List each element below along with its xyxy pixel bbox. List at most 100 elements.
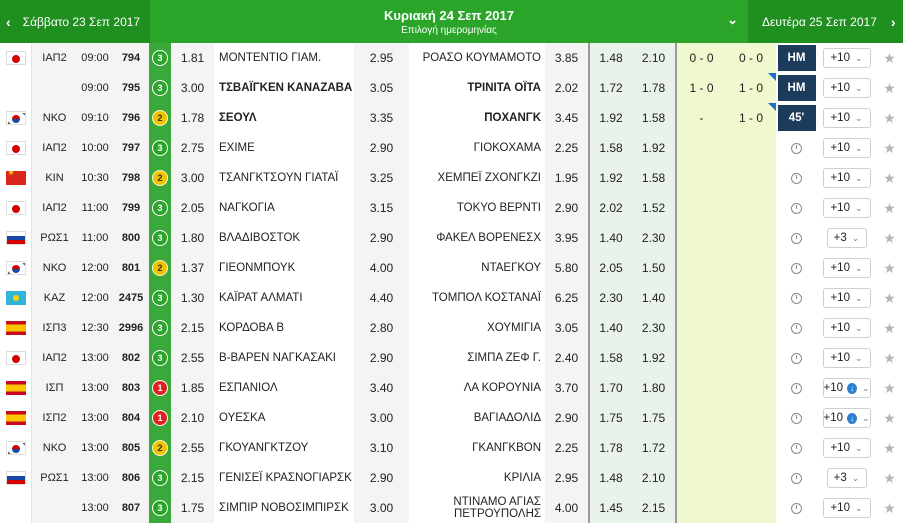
home-team-name[interactable]: ΓΙΕΟΝΜΠΟΥΚ [214,253,354,283]
odd-away-button[interactable]: 6.25 [545,283,588,313]
odd-away-button[interactable]: 3.70 [545,373,588,403]
away-team-name[interactable]: ΦΑΚΕΛ ΒΟΡΕΝΕΣΧ [409,223,545,253]
odd-draw-button[interactable]: 3.15 [354,193,409,223]
odd-home-button[interactable]: 2.75 [171,133,214,163]
more-markets-button[interactable]: +10 ⌄ [822,288,871,308]
odd-over-button[interactable]: 2.10 [632,463,675,493]
home-team-name[interactable]: ΒΛΑΔΙΒΟΣΤΟΚ [214,223,354,253]
match-row[interactable]: ΙΑΠ2 11:00 799 3 2.05 ΝΑΓΚΟΓΙΑ 3.15 ΤΟΚΥ… [0,193,903,223]
more-markets-button[interactable]: +3 ⌄ [826,468,867,488]
odd-home-button[interactable]: 2.15 [171,313,214,343]
star-icon[interactable]: ★ [883,349,896,366]
home-team-name[interactable]: ΣΙΜΠΙΡ ΝΟΒΟΣΙΜΠΙΡΣΚ [214,493,354,523]
star-icon[interactable]: ★ [883,109,896,126]
odd-over-button[interactable]: 1.75 [632,403,675,433]
away-team-name[interactable]: ΠΟΧΑΝΓΚ [409,103,545,133]
odd-over-button[interactable]: 2.10 [632,43,675,73]
odd-over-button[interactable]: 1.92 [632,133,675,163]
more-markets-button[interactable]: +10 ⌄ [822,78,871,98]
odd-over-button[interactable]: 2.30 [632,313,675,343]
odd-under-button[interactable]: 2.05 [588,253,632,283]
away-team-name[interactable]: ΤΟΚΥΟ ΒΕΡΝΤΙ [409,193,545,223]
odd-draw-button[interactable]: 2.90 [354,133,409,163]
star-icon[interactable]: ★ [883,439,896,456]
away-team-name[interactable]: ΒΑΓΙΑΔΟΛΙΔ [409,403,545,433]
odd-draw-button[interactable]: 2.90 [354,223,409,253]
odd-away-button[interactable]: 2.95 [545,463,588,493]
match-row[interactable]: ΙΣΠ3 12:30 2996 3 2.15 ΚΟΡΔΟΒΑ Β 2.80 ΧΟ… [0,313,903,343]
odd-over-button[interactable]: 1.80 [632,373,675,403]
odd-away-button[interactable]: 2.90 [545,193,588,223]
match-row[interactable]: ΙΑΠ2 13:00 802 3 2.55 Β-ΒΑΡΕΝ ΝΑΓΚΑΣΑΚΙ … [0,343,903,373]
odd-over-button[interactable]: 1.78 [632,73,675,103]
star-icon[interactable]: ★ [883,169,896,186]
more-markets-button[interactable]: +10 ⌄ [822,498,871,518]
match-row[interactable]: ΡΩΣ1 11:00 800 3 1.80 ΒΛΑΔΙΒΟΣΤΟΚ 2.90 Φ… [0,223,903,253]
odd-home-button[interactable]: 1.78 [171,103,214,133]
more-markets-button[interactable]: +3 ⌄ [826,228,867,248]
odd-draw-button[interactable]: 2.90 [354,343,409,373]
odd-under-button[interactable]: 1.45 [588,493,632,523]
odd-home-button[interactable]: 3.00 [171,163,214,193]
star-icon[interactable]: ★ [883,49,896,66]
home-team-name[interactable]: ΓΕΝΙΣΕΪ ΚΡΑΣΝΟΓΙΑΡΣΚ [214,463,354,493]
home-team-name[interactable]: ΕΧΙΜΕ [214,133,354,163]
match-row[interactable]: ΡΩΣ1 13:00 806 3 2.15 ΓΕΝΙΣΕΪ ΚΡΑΣΝΟΓΙΑΡ… [0,463,903,493]
home-team-name[interactable]: Β-ΒΑΡΕΝ ΝΑΓΚΑΣΑΚΙ [214,343,354,373]
more-markets-button[interactable]: +10 ⌄ [822,318,871,338]
star-icon[interactable]: ★ [883,79,896,96]
more-markets-button[interactable]: +10 ↓ ⌄ [822,408,871,428]
odd-home-button[interactable]: 1.81 [171,43,214,73]
odd-draw-button[interactable]: 3.25 [354,163,409,193]
match-row[interactable]: ΙΑΠ2 09:00 794 3 1.81 ΜΟΝΤΕΝΤΙΟ ΓΙΑΜ. 2.… [0,43,903,73]
odd-draw-button[interactable]: 2.95 [354,43,409,73]
home-team-name[interactable]: ΓΚΟΥΑΝΓΚΤΖΟΥ [214,433,354,463]
away-team-name[interactable]: ΧΟΥΜΙΓΙΑ [409,313,545,343]
star-icon[interactable]: ★ [883,319,896,336]
match-row[interactable]: ΝΚΟ 13:00 805 2 2.55 ΓΚΟΥΑΝΓΚΤΖΟΥ 3.10 Γ… [0,433,903,463]
odd-under-button[interactable]: 1.48 [588,43,632,73]
odd-under-button[interactable]: 1.58 [588,343,632,373]
away-team-name[interactable]: ΚΡΙΛΙΑ [409,463,545,493]
more-markets-button[interactable]: +10 ⌄ [822,138,871,158]
away-team-name[interactable]: ΤΟΜΠΟΛ ΚΟΣΤΑΝΑΪ [409,283,545,313]
home-team-name[interactable]: ΕΣΠΑΝΙΟΛ [214,373,354,403]
home-team-name[interactable]: ΤΣΒΑΪΓΚΕΝ ΚΑΝΑΖΑΒΑ [214,73,354,103]
star-icon[interactable]: ★ [883,229,896,246]
odd-home-button[interactable]: 1.30 [171,283,214,313]
match-row[interactable]: ΙΣΠ2 13:00 804 1 2.10 ΟΥΕΣΚΑ 3.00 ΒΑΓΙΑΔ… [0,403,903,433]
odd-under-button[interactable]: 1.78 [588,433,632,463]
odd-draw-button[interactable]: 4.40 [354,283,409,313]
more-markets-button[interactable]: +10 ⌄ [822,438,871,458]
odd-over-button[interactable]: 1.58 [632,103,675,133]
match-row[interactable]: ΙΣΠ 13:00 803 1 1.85 ΕΣΠΑΝΙΟΛ 3.40 ΛΑ ΚΟ… [0,373,903,403]
more-markets-button[interactable]: +10 ⌄ [822,168,871,188]
match-row[interactable]: ΝΚΟ 12:00 801 2 1.37 ΓΙΕΟΝΜΠΟΥΚ 4.00 ΝΤΑ… [0,253,903,283]
odd-under-button[interactable]: 1.92 [588,163,632,193]
match-row[interactable]: 13:00 807 3 1.75 ΣΙΜΠΙΡ ΝΟΒΟΣΙΜΠΙΡΣΚ 3.0… [0,493,903,523]
away-team-name[interactable]: ΝΤΙΝΑΜΟ ΑΓΙΑΣ ΠΕΤΡΟΥΠΟΛΗΣ [409,493,545,523]
away-team-name[interactable]: ΣΙΜΠΑ ΖΕΦ Γ. [409,343,545,373]
odd-under-button[interactable]: 2.02 [588,193,632,223]
odd-home-button[interactable]: 2.55 [171,433,214,463]
odd-over-button[interactable]: 1.58 [632,163,675,193]
match-row[interactable]: ΙΑΠ2 10:00 797 3 2.75 ΕΧΙΜΕ 2.90 ΓΙΟΚΟΧΑ… [0,133,903,163]
odd-under-button[interactable]: 1.70 [588,373,632,403]
odd-away-button[interactable]: 2.25 [545,133,588,163]
odd-over-button[interactable]: 1.50 [632,253,675,283]
home-team-name[interactable]: ΚΑΪΡΑΤ ΑΛΜΑΤΙ [214,283,354,313]
odd-under-button[interactable]: 1.58 [588,133,632,163]
away-team-name[interactable]: ΝΤΑΕΓΚΟΥ [409,253,545,283]
odd-home-button[interactable]: 1.37 [171,253,214,283]
odd-home-button[interactable]: 3.00 [171,73,214,103]
odd-draw-button[interactable]: 3.40 [354,373,409,403]
home-team-name[interactable]: ΝΑΓΚΟΓΙΑ [214,193,354,223]
odd-over-button[interactable]: 2.30 [632,223,675,253]
odd-over-button[interactable]: 1.52 [632,193,675,223]
odd-draw-button[interactable]: 2.80 [354,313,409,343]
odd-home-button[interactable]: 2.15 [171,463,214,493]
star-icon[interactable]: ★ [883,499,896,516]
star-icon[interactable]: ★ [883,289,896,306]
odd-away-button[interactable]: 3.95 [545,223,588,253]
odd-away-button[interactable]: 2.40 [545,343,588,373]
